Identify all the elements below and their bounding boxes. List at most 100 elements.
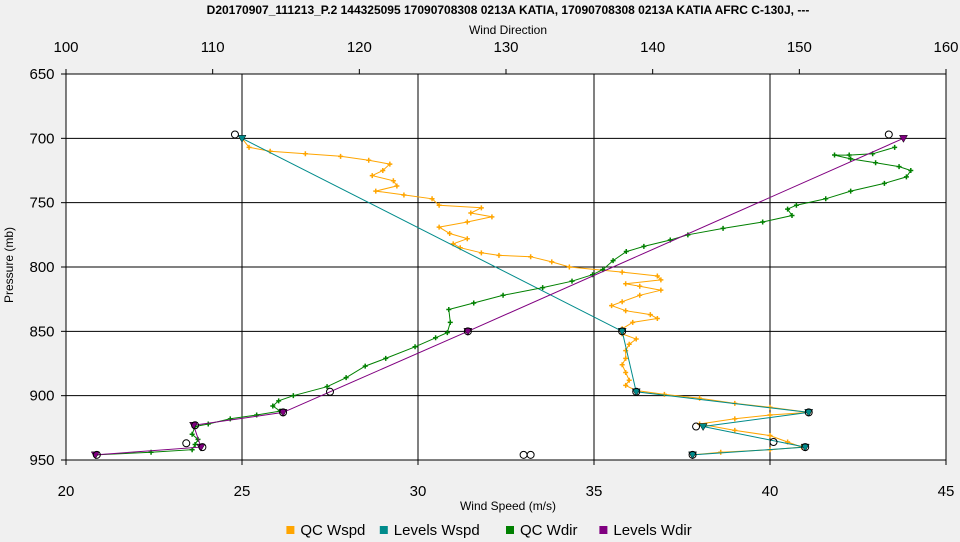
data-point xyxy=(899,135,908,143)
left-axis-label: Pressure (mb) xyxy=(2,227,16,303)
top-tick-label: 150 xyxy=(787,39,812,56)
data-point xyxy=(623,370,629,376)
top-tick-label: 140 xyxy=(640,39,665,56)
data-point xyxy=(697,395,703,401)
data-point xyxy=(569,278,575,284)
data-point xyxy=(896,164,902,170)
data-point xyxy=(566,264,572,270)
data-point xyxy=(373,188,379,194)
data-point xyxy=(429,196,435,202)
data-point xyxy=(192,442,198,448)
data-point xyxy=(732,416,738,422)
data-point xyxy=(626,377,632,383)
top-axis-label: Wind Direction xyxy=(469,23,547,37)
data-point xyxy=(394,183,400,189)
bottom-axis-label: Wind Speed (m/s) xyxy=(460,499,556,513)
data-point xyxy=(760,219,766,225)
data-point xyxy=(478,205,484,211)
top-tick-label: 160 xyxy=(933,39,958,56)
data-point xyxy=(619,269,625,275)
data-point xyxy=(436,202,442,208)
data-point xyxy=(641,243,647,249)
data-point xyxy=(619,362,625,368)
left-tick-label: 650 xyxy=(29,66,54,83)
data-point xyxy=(623,355,629,361)
data-point xyxy=(246,144,252,150)
data-point xyxy=(338,153,344,159)
legend-swatch xyxy=(286,526,295,534)
data-point xyxy=(369,173,375,179)
data-point xyxy=(401,192,407,198)
data-point xyxy=(189,431,195,437)
data-point xyxy=(433,335,439,341)
left-tick-label: 850 xyxy=(29,323,54,340)
level-circle-marker xyxy=(326,387,334,396)
legend-item-qc-wdir: QC Wdir xyxy=(506,522,578,539)
data-point xyxy=(446,306,452,312)
data-point xyxy=(609,303,615,309)
data-point xyxy=(290,393,296,399)
legend-swatch xyxy=(506,526,514,534)
bottom-tick-label: 20 xyxy=(58,483,75,500)
data-point xyxy=(489,214,495,220)
left-tick-label: 800 xyxy=(29,259,54,276)
data-point xyxy=(623,308,629,314)
data-point xyxy=(447,319,453,325)
levels-wdir-line xyxy=(95,137,904,456)
data-point xyxy=(302,151,308,157)
legend-item-qc-wspd: QC Wspd xyxy=(286,522,365,539)
data-point xyxy=(767,433,773,439)
data-point xyxy=(610,258,616,264)
legend-swatch xyxy=(379,526,388,534)
data-point xyxy=(647,312,653,318)
bottom-tick-label: 35 xyxy=(586,483,603,500)
data-point xyxy=(362,363,368,369)
chart-title: D20170907_111213_P.2 144325095 170907083… xyxy=(207,3,810,17)
left-tick-label: 750 xyxy=(29,195,54,212)
data-point xyxy=(848,156,854,162)
level-circle-marker xyxy=(804,408,813,417)
level-circle-marker xyxy=(92,450,101,459)
legend-swatch xyxy=(599,526,608,534)
level-circle-marker xyxy=(519,450,528,459)
data-point xyxy=(276,398,282,404)
data-point xyxy=(471,300,477,306)
top-tick-label: 120 xyxy=(347,39,372,56)
top-tick-label: 110 xyxy=(201,39,225,56)
data-point xyxy=(444,330,450,336)
data-point xyxy=(903,174,909,180)
data-point xyxy=(637,283,643,289)
data-point xyxy=(412,344,418,350)
level-circle-marker xyxy=(692,422,701,431)
data-point xyxy=(654,315,660,321)
left-tick-label: 950 xyxy=(29,452,54,469)
level-circle-marker xyxy=(463,327,472,336)
level-circle-marker xyxy=(769,437,778,446)
bottom-tick-label: 45 xyxy=(938,483,955,500)
qc-wspd-line xyxy=(241,137,809,456)
levels-wspd-series xyxy=(237,135,814,460)
data-point xyxy=(447,231,453,237)
bottom-tick-label: 25 xyxy=(234,483,251,500)
data-point xyxy=(732,427,738,433)
data-point xyxy=(390,178,396,184)
data-point xyxy=(436,224,442,230)
data-point xyxy=(881,180,887,186)
legend-item-levels-wspd: Levels Wspd xyxy=(379,522,480,539)
data-point xyxy=(468,210,474,216)
data-point xyxy=(848,188,854,194)
data-point xyxy=(832,152,838,158)
data-point xyxy=(387,161,393,167)
bottom-tick-label: 30 xyxy=(410,483,427,500)
legend-label: Levels Wspd xyxy=(394,522,480,539)
top-tick-label: 100 xyxy=(53,39,78,56)
level-circle-marker xyxy=(884,130,893,139)
data-point xyxy=(623,281,629,287)
data-point xyxy=(767,412,773,418)
data-point xyxy=(626,341,632,347)
level-circle-marker xyxy=(688,450,697,459)
data-point xyxy=(549,259,555,265)
legend-label: QC Wdir xyxy=(520,522,578,539)
data-point xyxy=(654,273,660,279)
